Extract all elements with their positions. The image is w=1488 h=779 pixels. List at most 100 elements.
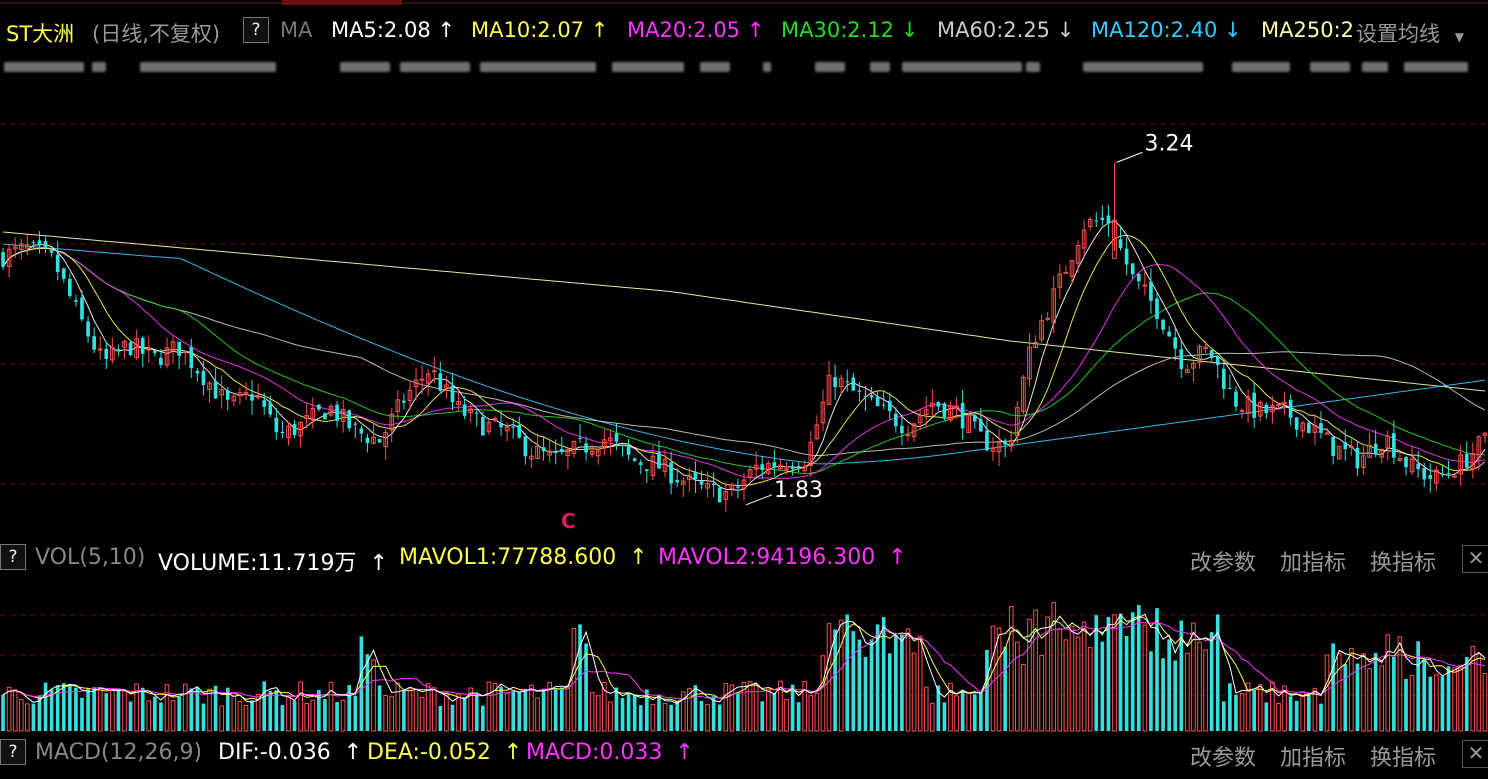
candle (365, 433, 370, 453)
candle-body (1264, 404, 1269, 414)
candle (1081, 219, 1087, 259)
price-chart[interactable]: 3.24 1.83 C (0, 85, 1488, 535)
volume-bar (833, 629, 837, 731)
dea-arrow-icon: ↑ (503, 740, 523, 765)
help-button[interactable]: ? (243, 17, 269, 43)
candle (237, 387, 243, 405)
vol-change-params-button[interactable]: 改参数 (1190, 551, 1257, 576)
candle (153, 350, 157, 357)
candle (31, 240, 36, 250)
volume-bar (383, 694, 388, 732)
volume-bar (753, 684, 759, 732)
candle (298, 421, 303, 447)
macd-add-indicator-button[interactable]: 加指标 (1280, 746, 1347, 771)
candle (122, 339, 127, 359)
candle (323, 412, 327, 420)
candle-body (680, 480, 686, 485)
candle-body (693, 472, 698, 480)
macd-change-params-button[interactable]: 改参数 (1190, 746, 1257, 771)
candle-body (1367, 444, 1372, 458)
candle-body (1106, 215, 1111, 224)
candle (1379, 448, 1385, 464)
candle (960, 389, 965, 440)
mavol1-text: MAVOL1:77788.600 (399, 545, 617, 570)
candle (711, 472, 716, 498)
candle (729, 482, 735, 497)
candle-body (584, 443, 588, 453)
vol-switch-indicator-button[interactable]: 换指标 (1370, 551, 1437, 576)
volume-bar (1452, 667, 1457, 732)
candle-body (499, 423, 503, 428)
candle-body (632, 458, 637, 461)
candle-body (996, 442, 1002, 453)
volume-bar (851, 631, 856, 731)
volume-bar (37, 695, 42, 731)
candle (765, 460, 771, 476)
candle-body (1179, 349, 1184, 369)
volume-chart[interactable] (0, 575, 1488, 733)
candle-body (1282, 401, 1287, 404)
volume-bar (1270, 681, 1275, 732)
ma120-line (2, 243, 1486, 465)
volume-bar (1118, 613, 1123, 731)
candle-body (262, 400, 267, 407)
candle (1252, 382, 1256, 429)
volume-bar (486, 681, 492, 732)
volume-bar (1155, 608, 1159, 731)
candle-body (1112, 219, 1117, 259)
volume-bar (310, 699, 316, 732)
candle (511, 418, 516, 439)
candle-body (541, 447, 546, 452)
candle (243, 382, 249, 401)
candle-body (1409, 458, 1415, 473)
candle (1331, 436, 1335, 465)
candle-body (1215, 356, 1220, 366)
volume-bar (790, 684, 795, 731)
candle (535, 433, 540, 460)
candle-body (1191, 362, 1196, 369)
volume-bar (979, 691, 983, 731)
settings-ma-button[interactable]: 设置均线 ▼ (1356, 18, 1464, 48)
volume-bar (122, 690, 127, 732)
candle (1033, 335, 1038, 349)
ma-label: MA (280, 18, 313, 42)
volume-bar (571, 627, 577, 732)
volume-bar (541, 688, 546, 731)
candle-body (1021, 376, 1026, 412)
candle (407, 380, 413, 410)
candle (1027, 332, 1032, 387)
candle (1482, 431, 1488, 443)
volume-bar (6, 686, 12, 732)
macd-close-icon[interactable]: ✕ (1462, 740, 1488, 768)
candle-body (1014, 407, 1020, 437)
candle-body (389, 413, 395, 431)
obscured-text-12 (1026, 62, 1040, 72)
volume-bar (250, 700, 254, 731)
volume-bar (869, 639, 874, 731)
candle (1112, 162, 1117, 259)
volume-bar (12, 689, 18, 732)
obscured-text-10 (870, 62, 890, 72)
volume-help-button[interactable]: ? (0, 544, 26, 570)
volume-bar (177, 696, 181, 731)
volume-bar (298, 681, 303, 732)
vol-close-icon[interactable]: ✕ (1462, 545, 1488, 573)
candle (1221, 358, 1226, 399)
candle (340, 399, 346, 433)
vol-add-indicator-button[interactable]: 加指标 (1280, 551, 1347, 576)
volume-bar (929, 702, 935, 732)
volume-bar (960, 691, 965, 731)
macd-switch-indicator-button[interactable]: 换指标 (1370, 746, 1437, 771)
volume-bar (1434, 674, 1439, 732)
candle-body (110, 347, 115, 361)
candle-body (286, 425, 291, 439)
macd-help-button[interactable]: ? (0, 739, 26, 765)
candle (1057, 264, 1063, 300)
volume-bar (262, 681, 267, 731)
volume-bar (1027, 618, 1032, 732)
candle (1, 247, 5, 270)
candle-body (1288, 399, 1293, 418)
candle-body (772, 462, 777, 468)
candle-body (1051, 288, 1057, 324)
candle-body (134, 338, 139, 359)
